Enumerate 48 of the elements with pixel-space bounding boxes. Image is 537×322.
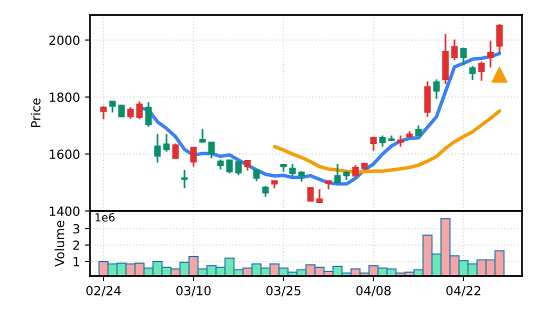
candlestick <box>199 128 206 144</box>
candlestick <box>145 101 152 128</box>
y-axis-title: Volume <box>54 220 64 267</box>
candlestick <box>334 163 341 184</box>
y-tick-label: 2000 <box>49 36 80 45</box>
candlestick <box>316 188 323 204</box>
candlestick <box>109 100 116 114</box>
x-tick-label: 03/25 <box>266 286 300 296</box>
candlestick <box>217 158 224 170</box>
y-tick-label: 1600 <box>50 149 80 159</box>
y-axis-title: Price <box>30 98 40 128</box>
candlestick <box>478 60 485 82</box>
candlestick <box>307 186 314 202</box>
candlestick <box>172 142 179 160</box>
candlestick <box>298 170 305 182</box>
candlestick <box>487 40 494 68</box>
candlestick <box>226 158 233 174</box>
candlestick <box>244 160 251 172</box>
y-tick-label: 2 <box>73 240 80 250</box>
candlestick <box>460 46 467 66</box>
y-tick-label: 1800 <box>50 92 80 102</box>
candlestick <box>469 65 476 81</box>
candlestick <box>289 163 296 177</box>
candlestick <box>190 146 197 168</box>
candlestick <box>262 185 269 198</box>
x-tick-label: 04/08 <box>356 286 391 296</box>
candlestick <box>433 78 440 100</box>
candlestick <box>118 104 125 118</box>
candlestick <box>100 105 107 120</box>
candlestick <box>496 23 503 54</box>
candlestick <box>379 134 386 148</box>
y-tick-label: 3 <box>73 224 80 234</box>
x-tick-label: 03/10 <box>176 286 211 296</box>
candlestick <box>397 134 404 148</box>
annotation: 1e6 <box>96 213 115 222</box>
candlestick <box>127 106 134 120</box>
candlestick <box>154 133 161 164</box>
candlestick <box>163 133 170 153</box>
candlestick <box>370 136 377 152</box>
candlestick <box>181 169 188 190</box>
x-tick-label: 04/22 <box>446 286 480 296</box>
candlestick <box>136 100 143 120</box>
candlestick <box>451 38 458 61</box>
y-tick-label: 1400 <box>50 206 80 216</box>
y-tick-label: 1 <box>74 257 80 266</box>
candlestick <box>208 140 215 160</box>
candlestick <box>235 160 242 176</box>
x-tick-label: 02/24 <box>86 286 121 296</box>
